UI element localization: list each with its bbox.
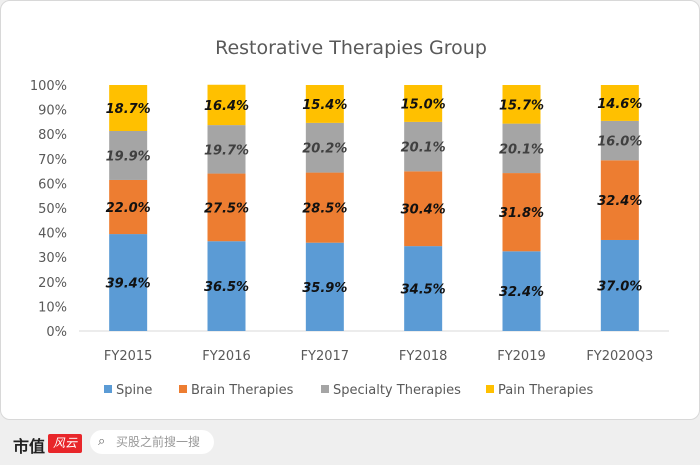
bar-brain-therapies — [600, 160, 639, 240]
y-tick-label: 90% — [38, 104, 67, 119]
x-tick-label: FY2015 — [104, 349, 153, 364]
legend-swatch — [179, 385, 187, 393]
search-placeholder: 买股之前搜一搜 — [116, 435, 201, 449]
bar-spine — [502, 251, 541, 331]
logo-mark: 风云 — [48, 434, 82, 453]
data-label: 15.7% — [499, 98, 544, 113]
bar-spine — [404, 246, 443, 331]
bar-spine — [109, 234, 148, 331]
bar-specialty-therapies — [404, 121, 443, 172]
data-label: 39.4% — [106, 277, 151, 292]
y-tick-label: 80% — [38, 128, 67, 143]
legend-swatch — [486, 385, 494, 393]
data-label: 18.7% — [106, 102, 151, 117]
legend-swatch — [104, 385, 112, 393]
bar-brain-therapies — [207, 173, 246, 242]
bar-brain-therapies — [305, 172, 344, 243]
data-label: 36.5% — [204, 280, 249, 295]
data-label: 19.7% — [204, 143, 249, 158]
bar-specialty-therapies — [305, 122, 344, 173]
y-tick-label: 30% — [38, 251, 67, 266]
bar-pain-therapies — [600, 85, 639, 121]
bar-pain-therapies — [109, 85, 148, 132]
y-tick-label: 50% — [38, 202, 67, 217]
chart-title: Restorative Therapies Group — [215, 37, 487, 59]
data-label: 19.9% — [106, 149, 151, 164]
x-tick-label: FY2017 — [301, 349, 350, 364]
bar-specialty-therapies — [600, 120, 639, 161]
x-tick-label: FY2019 — [497, 349, 546, 364]
x-tick-label: FY2020Q3 — [586, 349, 653, 364]
data-label: 14.6% — [597, 97, 642, 112]
y-tick-label: 70% — [38, 153, 67, 168]
bar-pain-therapies — [305, 85, 344, 123]
data-label: 32.4% — [499, 285, 544, 300]
bar-brain-therapies — [502, 173, 541, 252]
data-label: 16.0% — [597, 135, 642, 150]
x-tick-label: FY2016 — [202, 349, 251, 364]
data-label: 31.8% — [499, 206, 544, 221]
legend-label: Spine — [116, 383, 152, 398]
data-label: 15.4% — [302, 98, 347, 113]
y-tick-label: 60% — [38, 177, 67, 192]
data-label: 15.0% — [401, 97, 446, 112]
chart-panel: Restorative Therapies Group 0% 10% 20% 30% 40… — [0, 0, 700, 420]
data-label: 32.4% — [597, 194, 642, 209]
data-label: 22.0% — [106, 201, 151, 216]
bar-spine — [207, 241, 246, 331]
bar-spine — [305, 242, 344, 331]
data-label: 20.2% — [302, 142, 347, 157]
y-tick-label: 20% — [38, 276, 67, 291]
bar-pain-therapies — [404, 85, 443, 122]
data-label: 20.1% — [499, 142, 544, 157]
legend-swatch — [321, 385, 329, 393]
y-tick-label: 10% — [38, 300, 67, 315]
legend-label: Pain Therapies — [498, 383, 594, 398]
bar-specialty-therapies — [207, 125, 246, 174]
legend-label: Brain Therapies — [191, 383, 294, 398]
bar-spine — [600, 239, 639, 331]
data-label: 27.5% — [204, 201, 249, 216]
bar-specialty-therapies — [109, 131, 148, 180]
search-icon: ⌕ — [98, 434, 106, 449]
footer-bar: 市值 风云 ⌕ 买股之前搜一搜 — [0, 420, 700, 465]
y-tick-label: 0% — [46, 325, 67, 340]
data-label: 16.4% — [204, 99, 249, 114]
legend-label: Specialty Therapies — [333, 383, 461, 398]
y-tick-label: 100% — [30, 79, 67, 94]
data-label: 28.5% — [302, 202, 347, 217]
data-label: 34.5% — [401, 283, 446, 298]
stacked-bar-chart: Restorative Therapies Group 0% 10% 20% 30% 40… — [30, 37, 669, 398]
bar-pain-therapies — [207, 84, 246, 126]
search-input[interactable]: ⌕ 买股之前搜一搜 — [90, 430, 214, 454]
bar-pain-therapies — [502, 85, 541, 124]
bar-brain-therapies — [109, 179, 148, 235]
data-label: 35.9% — [302, 281, 347, 296]
logo: 市值 — [13, 437, 46, 456]
data-label: 37.0% — [597, 279, 642, 294]
bar-specialty-therapies — [502, 123, 541, 174]
y-tick-label: 40% — [38, 227, 67, 242]
bar-brain-therapies — [404, 171, 443, 247]
data-label: 30.4% — [401, 203, 446, 218]
data-label: 20.1% — [401, 141, 446, 156]
x-tick-label: FY2018 — [399, 349, 448, 364]
